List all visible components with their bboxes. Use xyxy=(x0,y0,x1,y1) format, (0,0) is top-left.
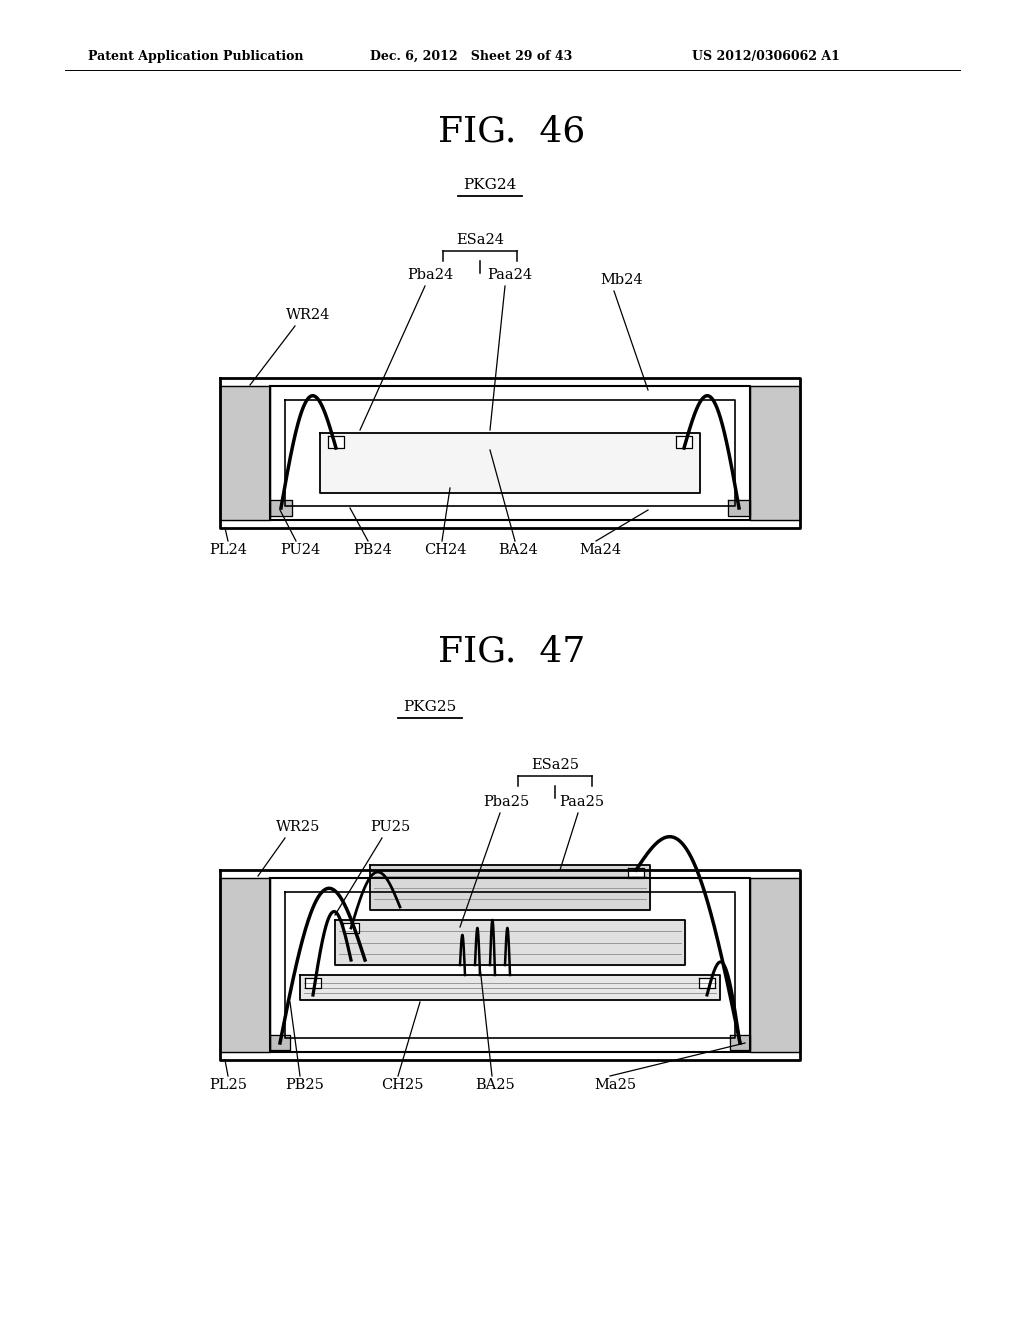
Text: Ma24: Ma24 xyxy=(579,543,622,557)
Text: Pba24: Pba24 xyxy=(407,268,454,282)
Text: FIG.  46: FIG. 46 xyxy=(438,115,586,149)
Text: WR25: WR25 xyxy=(275,820,321,834)
Polygon shape xyxy=(319,433,700,492)
Text: WR24: WR24 xyxy=(286,308,330,322)
Text: Pba25: Pba25 xyxy=(483,795,529,809)
Text: PU24: PU24 xyxy=(280,543,321,557)
Polygon shape xyxy=(728,500,750,516)
Polygon shape xyxy=(270,1035,290,1049)
Text: Ma25: Ma25 xyxy=(594,1078,636,1092)
Polygon shape xyxy=(343,923,359,933)
Text: Paa25: Paa25 xyxy=(559,795,604,809)
Text: US 2012/0306062 A1: US 2012/0306062 A1 xyxy=(692,50,840,63)
Text: Dec. 6, 2012   Sheet 29 of 43: Dec. 6, 2012 Sheet 29 of 43 xyxy=(370,50,572,63)
Text: PB24: PB24 xyxy=(353,543,392,557)
Text: CH25: CH25 xyxy=(381,1078,423,1092)
Text: BA25: BA25 xyxy=(475,1078,515,1092)
Polygon shape xyxy=(305,978,321,987)
Text: FIG.  47: FIG. 47 xyxy=(438,635,586,669)
Text: ESa24: ESa24 xyxy=(456,234,504,247)
Text: PB25: PB25 xyxy=(286,1078,325,1092)
Text: CH24: CH24 xyxy=(424,543,466,557)
Text: PL25: PL25 xyxy=(209,1078,247,1092)
Polygon shape xyxy=(220,385,270,520)
Polygon shape xyxy=(750,385,800,520)
Text: BA24: BA24 xyxy=(498,543,538,557)
Polygon shape xyxy=(300,975,720,1001)
Text: PKG25: PKG25 xyxy=(403,700,457,714)
Polygon shape xyxy=(335,920,685,965)
Text: Mb24: Mb24 xyxy=(601,273,643,286)
Text: PKG24: PKG24 xyxy=(463,178,517,191)
Polygon shape xyxy=(328,436,344,447)
Text: Patent Application Publication: Patent Application Publication xyxy=(88,50,303,63)
Polygon shape xyxy=(370,865,650,909)
Text: Paa24: Paa24 xyxy=(487,268,532,282)
Polygon shape xyxy=(220,878,270,1052)
Polygon shape xyxy=(750,878,800,1052)
Text: ESa25: ESa25 xyxy=(531,758,579,772)
Text: PL24: PL24 xyxy=(209,543,247,557)
Polygon shape xyxy=(699,978,715,987)
Text: PU25: PU25 xyxy=(370,820,411,834)
Polygon shape xyxy=(270,500,292,516)
Polygon shape xyxy=(730,1035,750,1049)
Polygon shape xyxy=(676,436,692,447)
Polygon shape xyxy=(628,869,644,878)
